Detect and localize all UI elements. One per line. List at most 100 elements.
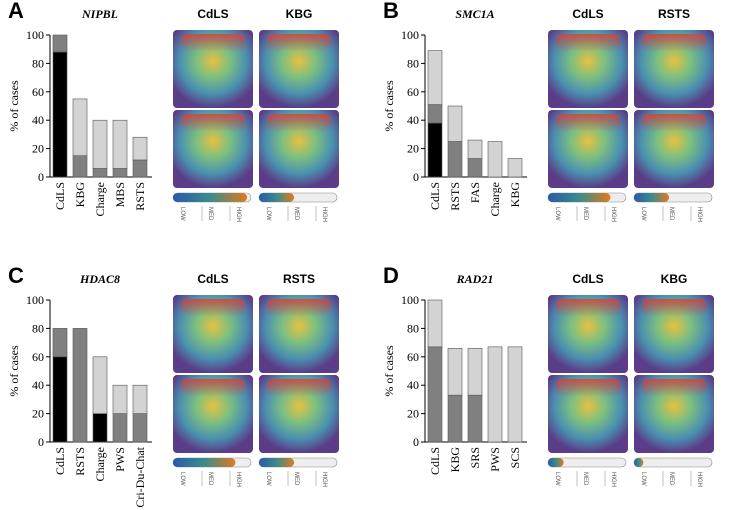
bar-segment — [92, 413, 108, 443]
heat-band — [556, 114, 620, 132]
colorbar-label: MED — [207, 472, 213, 486]
y-tick-label: 100 — [26, 28, 44, 42]
bar-segment — [92, 356, 108, 414]
panel: B SMC1A % of cases 0 20 40 60 80 100 CdLS RSTS FAS C… — [382, 0, 714, 222]
bar-segment — [427, 104, 443, 124]
y-axis-label: % of cases — [382, 345, 396, 397]
bar-segment — [447, 347, 463, 396]
y-tick-label: 20 — [407, 407, 419, 421]
panel: A NIPBL % of cases 0 20 40 60 80 100 CdLS KBG Charg… — [7, 0, 339, 222]
colorbar-label: HIGH — [610, 207, 616, 222]
y-axis-label: % of cases — [382, 80, 396, 132]
y-tick-label: 20 — [407, 142, 419, 156]
y-tick-label: 80 — [32, 56, 44, 70]
bar-segment — [72, 328, 88, 443]
panel-label: A — [8, 0, 24, 23]
bar-segment — [467, 347, 483, 396]
x-tick-label: CdLS — [428, 182, 442, 210]
x-tick-label: CdLS — [53, 447, 67, 475]
x-tick-label: KBG — [508, 182, 522, 208]
bar-segment — [112, 168, 128, 178]
x-tick-label: MBS — [113, 182, 127, 207]
colorbar-label: MED — [207, 207, 213, 221]
colorbar-label: HIGH — [321, 207, 327, 222]
x-tick-label: Charge — [93, 182, 107, 216]
x-tick-label: SRS — [468, 447, 482, 468]
heat-band — [267, 114, 331, 132]
x-tick-label: FAS — [468, 182, 482, 203]
heatmap-title: CdLS — [572, 7, 603, 21]
bar-segment — [112, 384, 128, 414]
heat-band — [556, 299, 620, 317]
colorbar-fill — [634, 193, 670, 202]
gene-title: NIPBL — [81, 7, 118, 21]
y-tick-label: 0 — [413, 170, 419, 184]
y-tick-label: 100 — [26, 293, 44, 307]
colorbar-label: LOW — [640, 472, 646, 486]
panel-label: C — [8, 263, 24, 288]
x-tick-label: RSTS — [133, 182, 147, 211]
bar-segment — [467, 394, 483, 443]
gene-title: RAD21 — [456, 272, 494, 286]
colorbar-label: LOW — [640, 207, 646, 221]
y-tick-label: 40 — [407, 113, 419, 127]
colorbar-fill — [173, 193, 248, 202]
bar-segment — [507, 158, 523, 178]
colorbar-label: LOW — [554, 207, 560, 221]
heat-band — [642, 34, 706, 52]
colorbar-label: LOW — [265, 472, 271, 486]
heatmap-title: RSTS — [283, 272, 315, 286]
colorbar-label: MED — [582, 207, 588, 221]
x-tick-label: KBG — [448, 447, 462, 473]
colorbar-label: HIGH — [610, 472, 616, 487]
bar-segment — [92, 119, 108, 169]
colorbar-label: HIGH — [235, 207, 241, 222]
y-tick-label: 40 — [32, 113, 44, 127]
y-tick-label: 20 — [32, 142, 44, 156]
colorbar-label: MED — [293, 472, 299, 486]
gene-title: SMC1A — [455, 7, 494, 21]
colorbar-fill — [173, 458, 236, 467]
bar-segment — [467, 158, 483, 178]
x-tick-label: PWS — [488, 447, 502, 472]
bar-segment — [487, 346, 503, 443]
colorbar-label: MED — [293, 207, 299, 221]
bar-segment — [52, 34, 68, 53]
colorbar-fill — [548, 458, 564, 467]
y-tick-label: 60 — [407, 350, 419, 364]
x-tick-label: CdLS — [53, 182, 67, 210]
colorbar-label: HIGH — [696, 207, 702, 222]
colorbar-label: LOW — [179, 472, 185, 486]
bar-segment — [52, 328, 68, 358]
y-tick-label: 100 — [401, 28, 419, 42]
heat-band — [642, 114, 706, 132]
y-tick-label: 0 — [38, 170, 44, 184]
bar-segment — [72, 155, 88, 178]
heat-band — [556, 379, 620, 397]
heat-band — [181, 299, 245, 317]
heat-band — [181, 379, 245, 397]
colorbar-fill — [548, 193, 611, 202]
bar-segment — [427, 50, 443, 105]
colorbar-label: HIGH — [321, 472, 327, 487]
y-tick-label: 80 — [32, 321, 44, 335]
heat-band — [181, 34, 245, 52]
panel: C HDAC8 % of cases 0 20 40 60 80 100 CdLS RSTS Char… — [7, 263, 339, 508]
y-tick-label: 0 — [38, 435, 44, 449]
x-tick-label: Charge — [93, 447, 107, 481]
colorbar-label: MED — [582, 472, 588, 486]
bar-segment — [427, 122, 443, 178]
bar-segment — [427, 346, 443, 443]
bar-segment — [52, 356, 68, 443]
heatmap-title: RSTS — [658, 7, 690, 21]
bar-segment — [132, 384, 148, 414]
panel: D RAD21 % of cases 0 20 40 60 80 100 CdLS KBG SRS PW… — [382, 263, 714, 487]
x-tick-label: KBG — [73, 182, 87, 208]
bar-segment — [447, 394, 463, 443]
y-tick-label: 40 — [32, 378, 44, 392]
colorbar-label: HIGH — [235, 472, 241, 487]
heat-band — [267, 379, 331, 397]
colorbar-label: LOW — [554, 472, 560, 486]
heatmap-title: KBG — [661, 272, 688, 286]
y-tick-label: 0 — [413, 435, 419, 449]
